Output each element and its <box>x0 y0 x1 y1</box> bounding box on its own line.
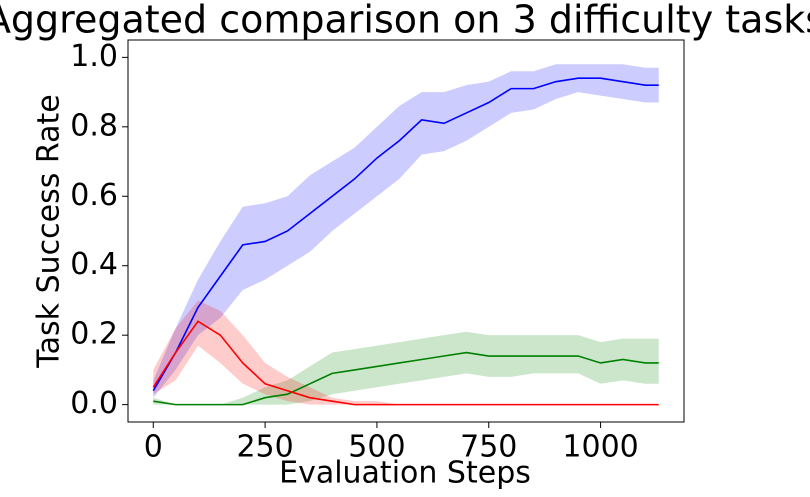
y-axis-label: Task Success Rate <box>32 94 67 368</box>
x-tick-label: 750 <box>460 430 517 465</box>
series-line <box>152 320 659 406</box>
x-tick-label: 250 <box>236 430 293 465</box>
y-tick-label: 0.0 <box>70 386 118 421</box>
chart-title: Aggregated comparison on 3 difficulty ta… <box>0 0 810 42</box>
x-tick-label: 0 <box>144 430 163 465</box>
series-line <box>153 351 659 406</box>
x-tick-label: 500 <box>348 430 405 465</box>
y-tick-label: 0.6 <box>70 178 118 213</box>
confidence-band <box>153 331 659 405</box>
y-tick-label: 0.2 <box>70 317 118 352</box>
x-tick-label: 1000 <box>562 430 638 465</box>
series-line <box>152 77 659 392</box>
y-tick-label: 0.4 <box>70 247 118 282</box>
x-axis-label: Evaluation Steps <box>279 456 531 491</box>
confidence-band <box>153 64 659 398</box>
confidence-band <box>153 300 659 405</box>
plot-frame <box>127 39 685 423</box>
y-tick-label: 1.0 <box>70 39 118 74</box>
y-tick-label: 0.8 <box>70 108 118 143</box>
